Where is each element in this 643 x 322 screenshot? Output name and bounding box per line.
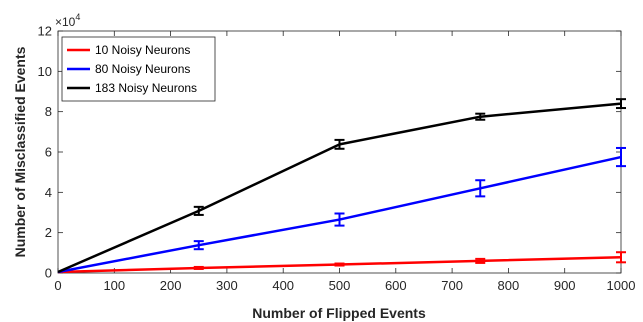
x-tick-label: 0 [54, 278, 61, 293]
legend-label: 183 Noisy Neurons [95, 81, 197, 95]
x-tick-label: 800 [498, 278, 520, 293]
y-tick-label: 8 [45, 104, 52, 119]
y-tick-label: 6 [45, 145, 52, 160]
plot-area: 0 100 200 300 400 500 600 700 800 900 1000 0 2 4 6 8 10 1… [38, 24, 636, 294]
x-tick-label: 400 [272, 278, 294, 293]
y-tick-label: 12 [38, 24, 52, 39]
x-tick-label: 600 [385, 278, 407, 293]
x-tick-label: 900 [554, 278, 576, 293]
y-tick-label: 10 [38, 64, 52, 79]
legend-label: 10 Noisy Neurons [95, 43, 190, 57]
y-axis-title: Number of Misclassified Events [12, 46, 28, 257]
legend-label: 80 Noisy Neurons [95, 62, 190, 76]
legend: 10 Noisy Neurons 80 Noisy Neurons 183 Nois… [61, 36, 216, 102]
y-tick-label: 2 [45, 225, 52, 240]
series-3 [57, 98, 626, 274]
series-1 [57, 251, 626, 274]
y-tick-label: 0 [45, 266, 52, 281]
y-exponent-power: 4 [75, 12, 80, 22]
x-tick-label: 500 [329, 278, 351, 293]
y-axis-exponent: ×104 [55, 12, 80, 29]
x-axis-title: Number of Flipped Events [252, 305, 426, 321]
series-line [57, 102, 622, 274]
x-tick-label: 1000 [607, 278, 636, 293]
y-tick-label: 4 [45, 185, 52, 200]
x-tick-label: 200 [160, 278, 182, 293]
x-tick-label: 100 [103, 278, 125, 293]
y-exponent-base: ×10 [55, 15, 76, 29]
series-2 [57, 146, 626, 274]
x-tick-label: 700 [441, 278, 463, 293]
x-tick-label: 300 [216, 278, 238, 293]
